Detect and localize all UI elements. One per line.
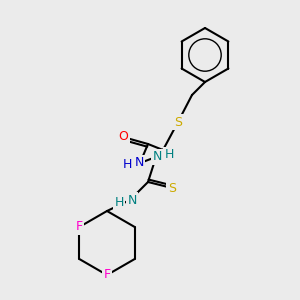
Text: H: H [122,158,132,172]
Text: N: N [152,151,162,164]
Text: N: N [134,157,144,169]
Text: N: N [127,194,137,206]
Text: S: S [174,116,182,128]
Text: O: O [118,130,128,143]
Text: H: H [164,148,174,161]
Text: H: H [114,196,124,208]
Text: S: S [168,182,176,194]
Text: F: F [103,268,111,281]
Text: F: F [76,220,83,233]
